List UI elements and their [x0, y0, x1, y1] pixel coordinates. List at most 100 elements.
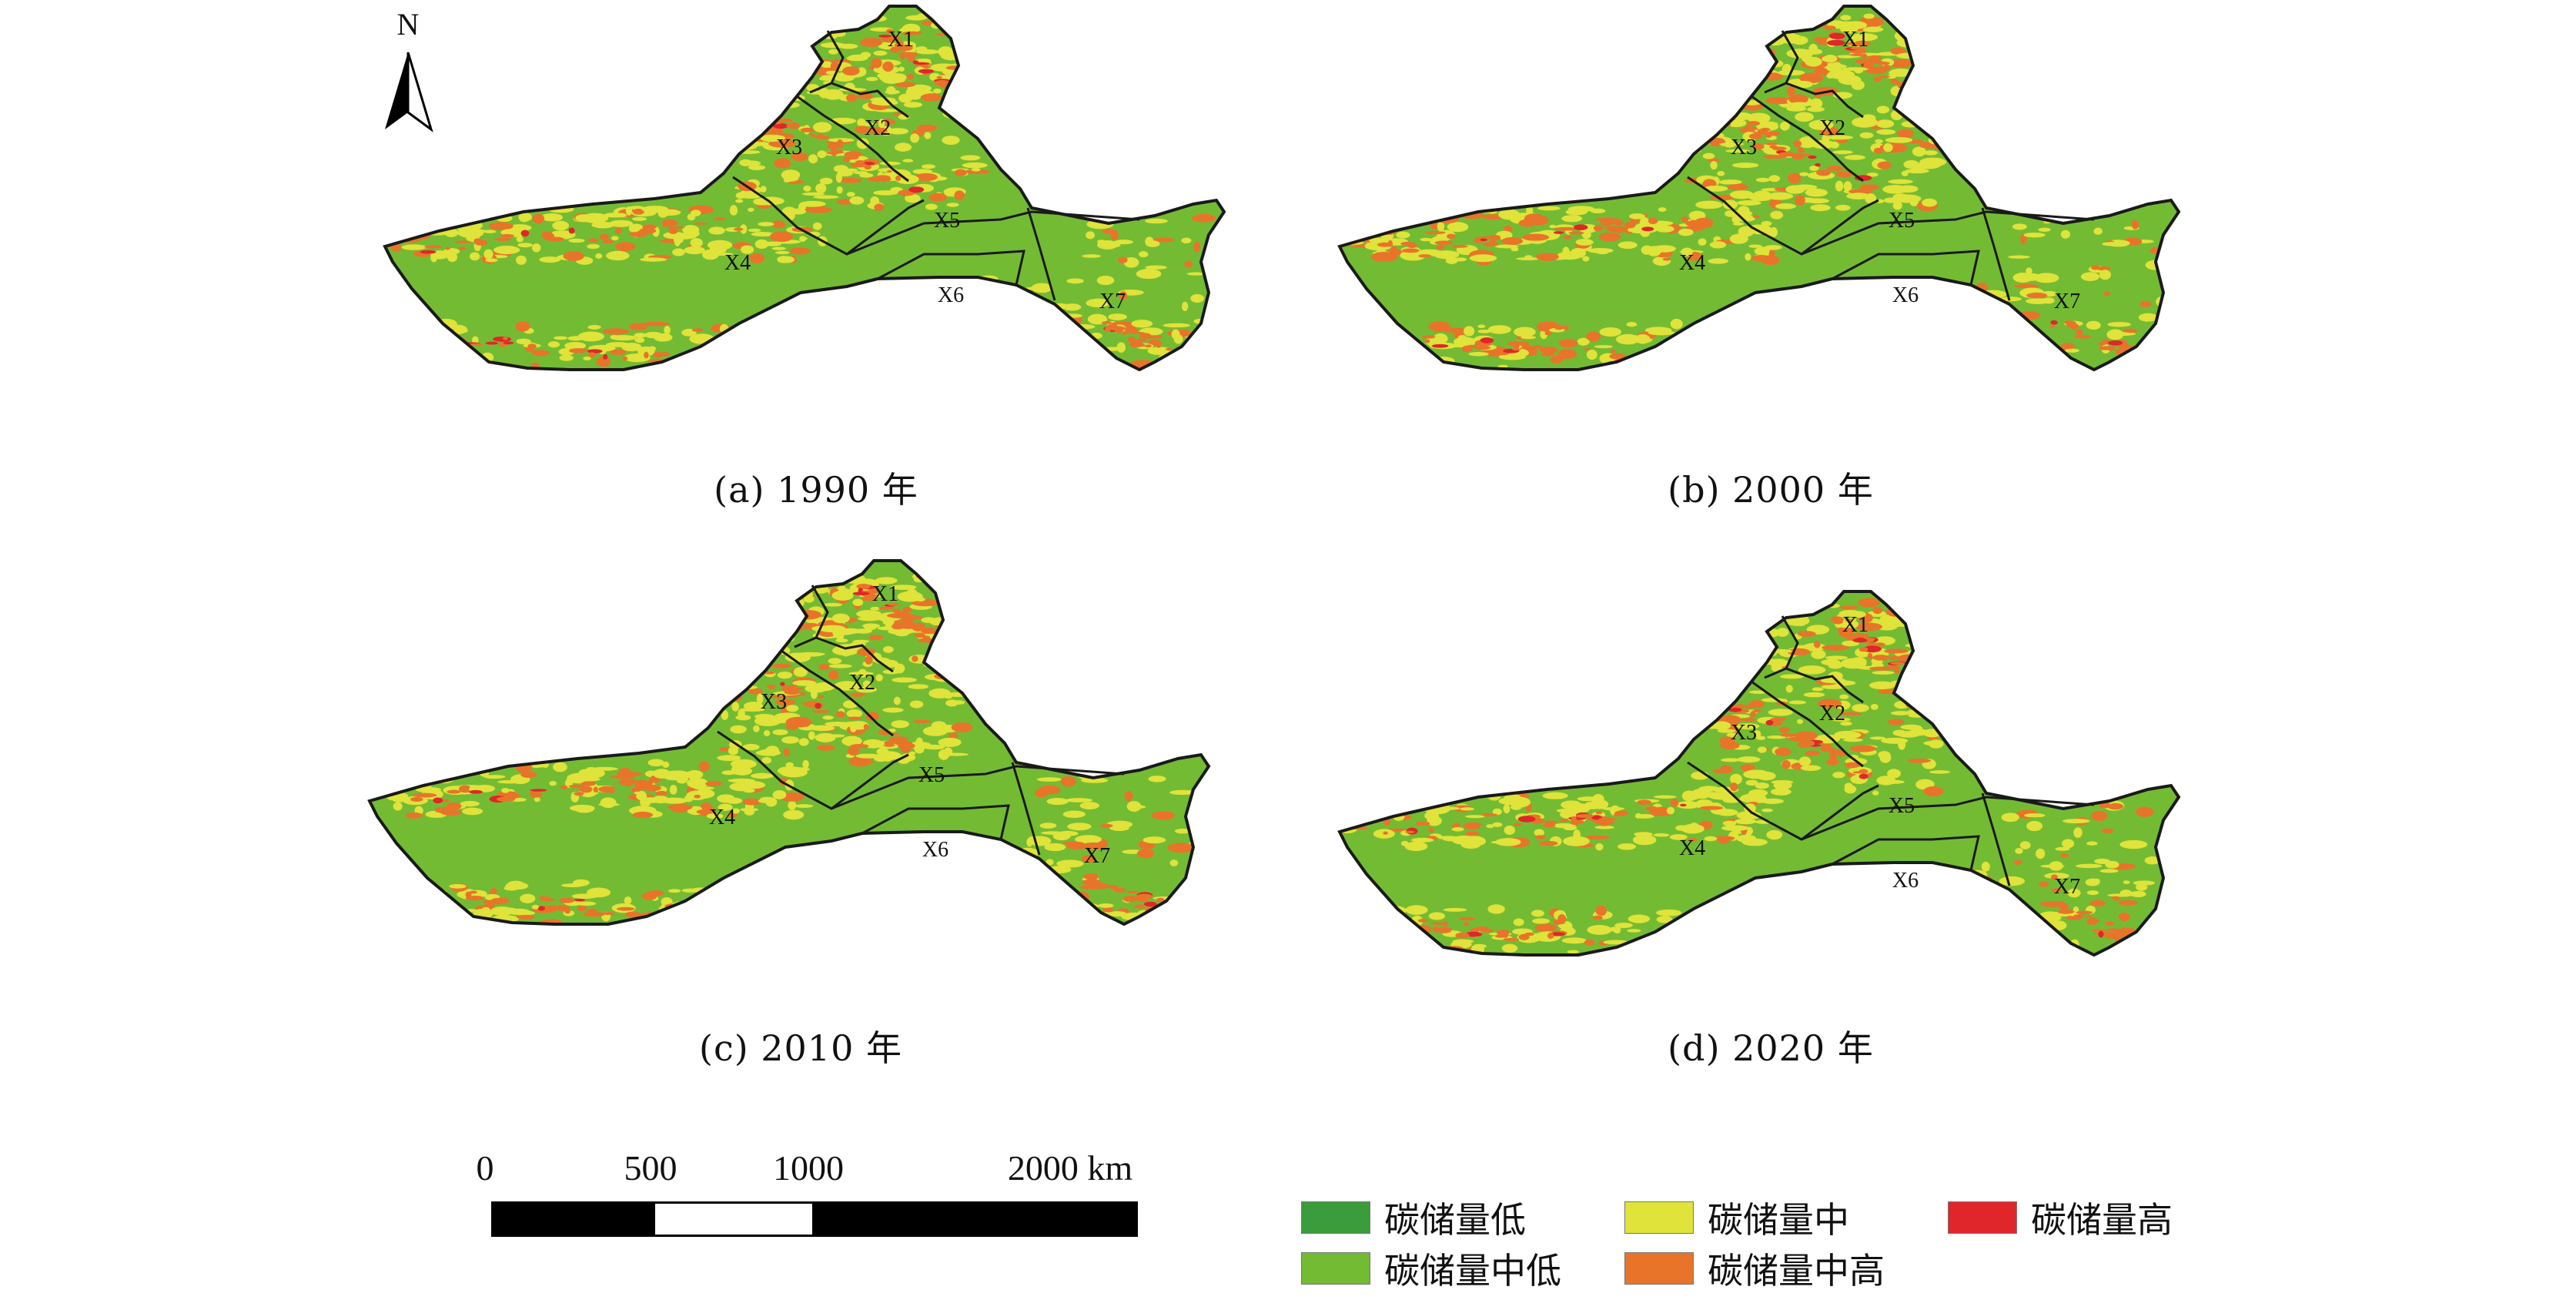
- land-patch: [1837, 627, 1845, 632]
- land-patch: [2039, 881, 2049, 887]
- land-patch: [2023, 232, 2046, 238]
- land-patch: [1503, 937, 1520, 941]
- land-patch: [856, 138, 869, 149]
- land-patch: [1387, 796, 1400, 803]
- land-patch: [876, 747, 889, 756]
- land-patch: [1575, 239, 1594, 246]
- land-patch: [609, 219, 634, 227]
- land-patch: [735, 715, 751, 721]
- land-patch: [1874, 642, 1885, 647]
- land-patch: [1145, 218, 1168, 224]
- land-patch: [2119, 839, 2148, 849]
- land-patch: [962, 162, 988, 169]
- land-patch: [420, 250, 437, 254]
- land-patch: [1855, 622, 1882, 632]
- land-patch: [899, 753, 916, 762]
- land-patch: [848, 716, 861, 720]
- land-patch: [1055, 350, 1062, 360]
- land-patch: [1741, 705, 1755, 709]
- land-patch: [1102, 907, 1115, 913]
- land-patch: [653, 915, 672, 920]
- land-patch: [1598, 817, 1618, 821]
- land-patch: [1396, 794, 1416, 801]
- land-patch: [850, 723, 857, 732]
- land-patch: [1805, 188, 1828, 197]
- land-patch: [1760, 658, 1783, 664]
- land-patch: [694, 917, 723, 924]
- land-patch: [472, 336, 479, 345]
- land-patch: [1780, 733, 1798, 737]
- land-patch: [1771, 779, 1794, 785]
- land-patch: [1726, 732, 1738, 738]
- land-patch: [1796, 153, 1812, 156]
- land-patch: [818, 695, 825, 699]
- land-patch: [588, 238, 598, 243]
- land-patch: [913, 62, 930, 65]
- land-patch: [447, 252, 458, 263]
- land-patch: [812, 25, 825, 32]
- land-patch: [701, 356, 728, 366]
- land-patch: [1144, 344, 1152, 348]
- land-patch: [781, 736, 799, 744]
- land-patch: [1863, 645, 1882, 653]
- land-patch: [823, 89, 844, 100]
- land-patch: [780, 682, 785, 686]
- land-patch: [848, 54, 869, 60]
- land-patch: [751, 60, 766, 65]
- land-patch: [1594, 345, 1613, 349]
- land-patch: [816, 744, 835, 751]
- land-patch: [1921, 665, 1931, 675]
- region-boundary: [809, 30, 845, 94]
- land-patch: [870, 606, 881, 611]
- land-patch: [715, 919, 731, 924]
- land-patch: [546, 236, 565, 242]
- land-patch: [1635, 940, 1651, 946]
- land-patch: [1634, 334, 1651, 344]
- land-patch: [910, 133, 920, 143]
- land-patch: [1184, 914, 1194, 921]
- land-patch: [2091, 810, 2108, 822]
- land-patch: [1919, 157, 1947, 167]
- land-patch: [960, 615, 973, 625]
- land-patch: [460, 229, 488, 233]
- land-patch: [611, 236, 619, 241]
- land-patch: [1390, 932, 1417, 940]
- land-patch: [1142, 836, 1166, 844]
- land-patch: [767, 684, 776, 689]
- land-patch: [1876, 119, 1895, 129]
- land-patch: [2091, 929, 2107, 932]
- land-patch: [1483, 214, 1504, 220]
- land-patch: [1719, 104, 1732, 112]
- land-patch: [1704, 682, 1723, 693]
- land-patch: [485, 258, 498, 263]
- land-patch: [443, 336, 457, 343]
- land-patch: [1757, 746, 1767, 753]
- land-patch: [1839, 605, 1859, 609]
- land-patch: [731, 765, 743, 776]
- land-patch: [1842, 640, 1859, 647]
- land-patch: [424, 245, 443, 249]
- land-patch: [1731, 215, 1741, 223]
- land-patch: [1651, 812, 1665, 816]
- land-patch: [2015, 847, 2023, 854]
- land-patch: [1722, 645, 1729, 653]
- region-label-x4: X4: [1679, 251, 1705, 275]
- land-patch: [1131, 320, 1153, 328]
- land-patch: [2024, 934, 2043, 939]
- land-patch: [2108, 340, 2123, 346]
- land-patch: [441, 766, 463, 776]
- land-patch: [1945, 286, 1958, 296]
- land-patch: [1746, 79, 1760, 87]
- land-patch: [1062, 810, 1086, 819]
- land-patch: [887, 739, 906, 744]
- land-patch: [1156, 344, 1161, 348]
- land-patch: [1885, 665, 1901, 670]
- land-patch: [516, 255, 527, 265]
- land-patch: [634, 333, 647, 338]
- land-patch: [1143, 901, 1157, 907]
- land-patch: [1691, 79, 1711, 82]
- land-patch: [1743, 769, 1771, 779]
- land-patch: [1045, 859, 1054, 866]
- land-patch: [1808, 155, 1817, 159]
- land-patch: [1762, 155, 1787, 159]
